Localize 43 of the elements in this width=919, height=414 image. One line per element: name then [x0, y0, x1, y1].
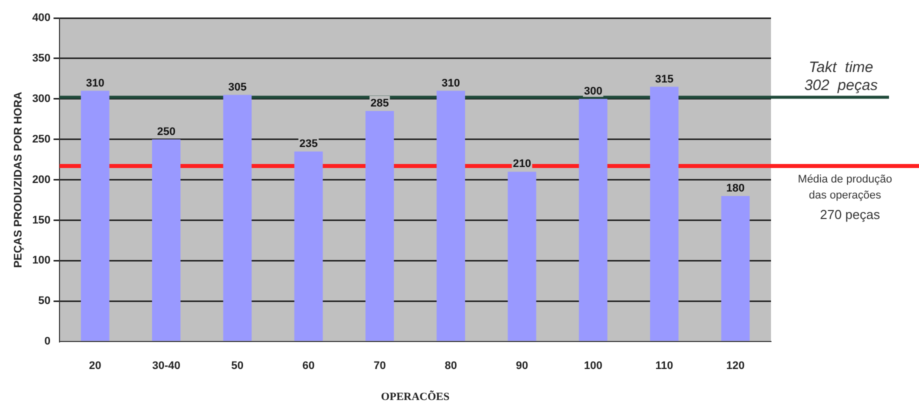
bar: [365, 111, 394, 341]
data-label: 315: [655, 73, 674, 86]
ref-line-label: Média de produção das operações 270 peças: [798, 174, 892, 222]
x-tick-label: 80: [444, 360, 457, 372]
bar: [578, 98, 608, 341]
data-label: 310: [86, 77, 104, 90]
y-tick-label: 250: [32, 133, 51, 146]
x-tick-label: 70: [374, 360, 386, 372]
data-label: 300: [584, 85, 602, 98]
x-tick-label: 100: [584, 360, 602, 372]
bar: [223, 94, 252, 341]
bar: [436, 90, 466, 341]
y-tick-label: 200: [32, 174, 51, 186]
data-label: 250: [157, 126, 176, 138]
y-tick-label: 100: [32, 254, 51, 267]
y-tick-label: 0: [44, 336, 51, 348]
x-tick-label: 110: [655, 360, 674, 372]
x-tick-label: 20: [89, 360, 102, 372]
bar: [508, 172, 536, 341]
y-tick-label: 350: [32, 52, 51, 64]
bar: [152, 139, 180, 341]
bar: [650, 86, 679, 341]
x-tick-label: 30-40: [152, 360, 180, 372]
bar: [80, 90, 110, 341]
x-tick-label: 120: [726, 360, 745, 372]
data-label: 310: [442, 77, 460, 90]
x-axis-title: OPERACÕES: [381, 390, 450, 404]
data-label: 285: [370, 98, 389, 110]
y-tick-label: 300: [32, 92, 51, 105]
y-tick-label: 400: [32, 12, 51, 24]
x-tick-label: 50: [231, 360, 244, 372]
data-label: 305: [228, 81, 247, 94]
x-tick-label: 90: [516, 360, 528, 372]
bar: [294, 151, 323, 341]
data-label: 180: [726, 182, 745, 195]
x-tick-label: 60: [302, 360, 315, 372]
data-label: 210: [512, 158, 532, 170]
y-tick-label: 50: [38, 295, 51, 308]
y-axis-title: PEÇAS PRODUZIDAS POR HORA: [12, 92, 25, 268]
bar: [721, 196, 750, 341]
ref-line-label: Takt time 302 peças: [804, 58, 878, 94]
y-tick-label: 150: [32, 214, 51, 226]
data-label: 235: [299, 138, 318, 150]
